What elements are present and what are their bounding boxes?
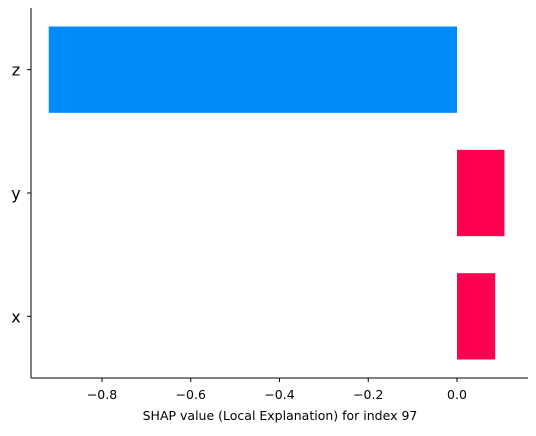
bars-layer (48, 26, 505, 360)
y-tick-label-z: z (12, 61, 20, 80)
bar-y (457, 149, 505, 237)
x-tick-label: −0.6 (176, 387, 206, 402)
bar-x (457, 273, 496, 360)
x-tick-label: −0.2 (353, 387, 383, 402)
x-tick-label: −0.8 (87, 387, 117, 402)
ticks-layer (27, 69, 458, 382)
x-tick-label: −0.4 (264, 387, 294, 402)
labels-layer: z y x −0.8 −0.6 −0.4 −0.2 0.0 (11, 61, 467, 402)
bar-z (48, 26, 457, 113)
y-tick-label-y: y (11, 184, 20, 203)
y-tick-label-x: x (11, 307, 20, 326)
x-tick-label: 0.0 (447, 387, 467, 402)
x-axis-label: SHAP value (Local Explanation) for index… (143, 408, 418, 423)
